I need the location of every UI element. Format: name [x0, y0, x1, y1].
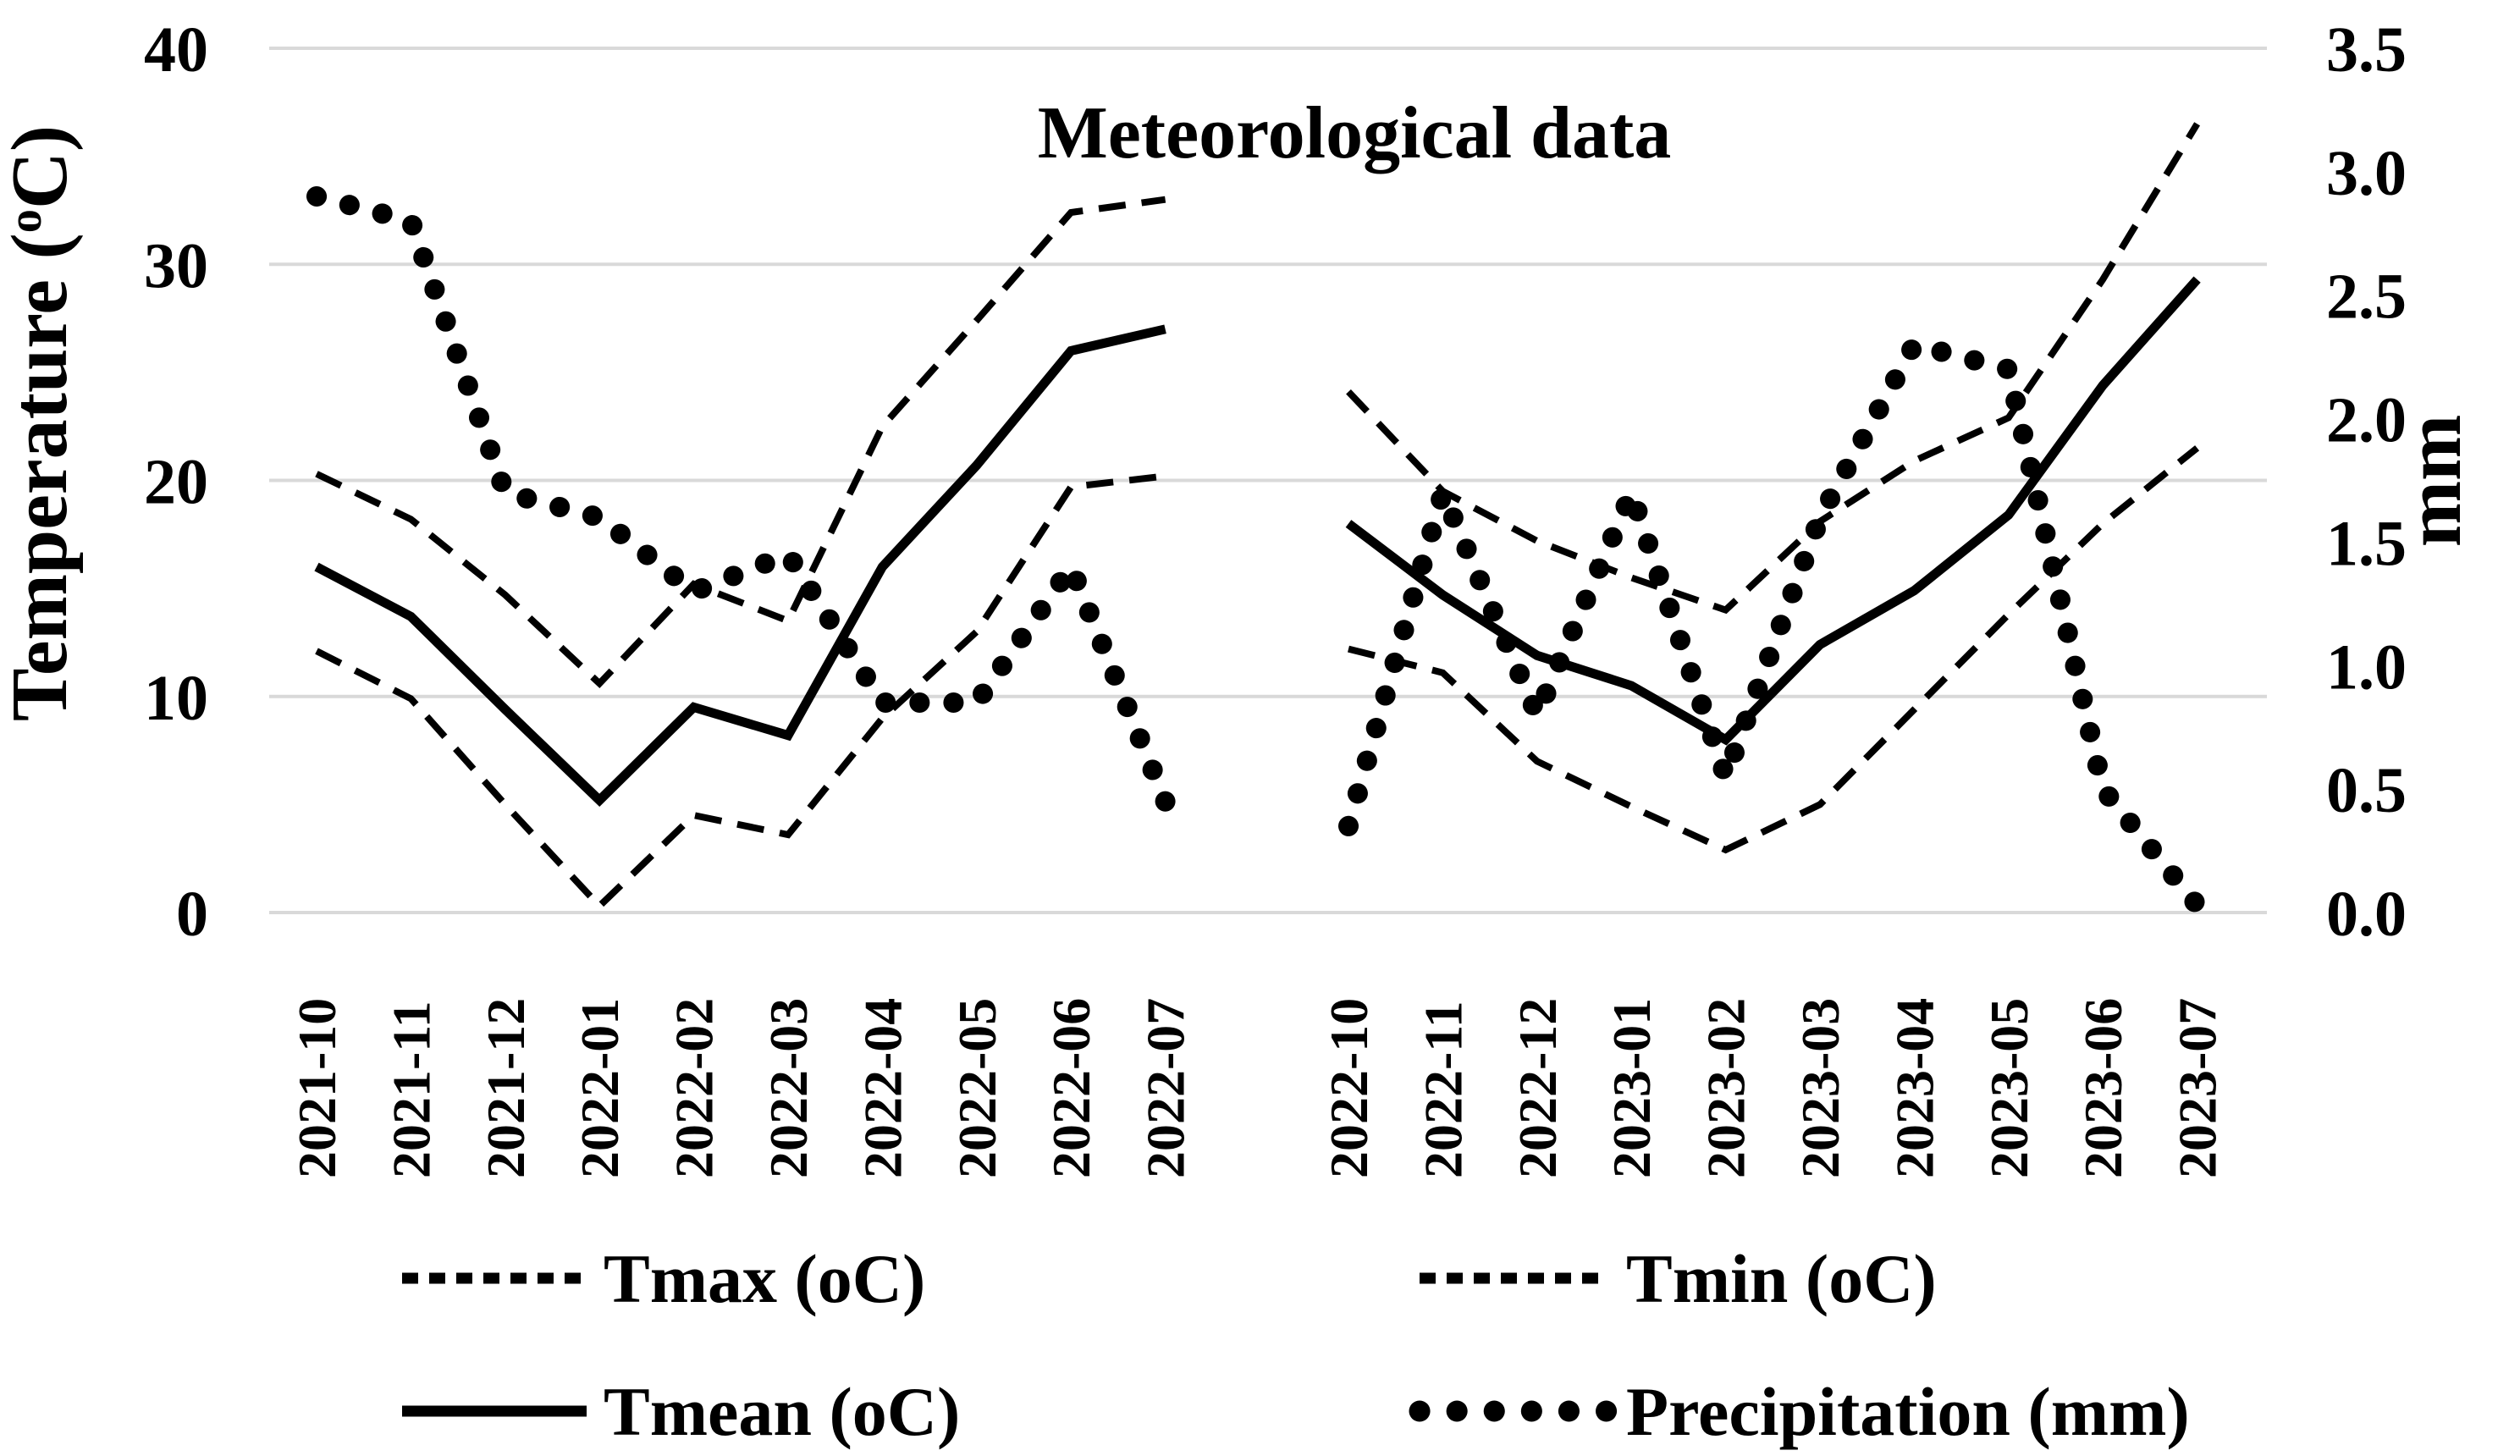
x-label-2022-12: 2022-12: [1508, 998, 1568, 1178]
right-tick-3.5: 3.5: [2326, 14, 2407, 85]
gridlines: [269, 47, 2267, 914]
x-label-2023-01: 2023-01: [1602, 998, 1662, 1178]
x-label-2023-03: 2023-03: [1790, 998, 1850, 1178]
right-tick-0.0: 0.0: [2326, 879, 2407, 950]
x-label-2023-04: 2023-04: [1884, 998, 1944, 1178]
right-tick-3.0: 3.0: [2326, 138, 2407, 209]
legend-label-tmax: Tmax (oC): [604, 1240, 925, 1317]
x-label-2022-02: 2022-02: [664, 998, 725, 1178]
precipitation-line-season1: [306, 186, 1176, 812]
x-label-2022-06: 2022-06: [1041, 998, 1101, 1178]
tmean-line-season1: [314, 324, 1166, 807]
tmax-line-season2: [1346, 122, 2201, 615]
x-axis-labels: 2021-10 2021-11 2021-12 2022-01 2022-02 2022-…: [287, 998, 2228, 1178]
x-label-2022-04: 2022-04: [852, 998, 913, 1178]
tmax-line-season1: [315, 196, 1166, 689]
right-axis-title: mm: [2390, 415, 2478, 548]
left-tick-20: 20: [144, 447, 208, 518]
x-label-2021-12: 2021-12: [476, 998, 536, 1178]
left-tick-0: 0: [176, 879, 208, 950]
x-label-2023-07: 2023-07: [2168, 998, 2228, 1178]
right-tick-2.0: 2.0: [2326, 385, 2407, 456]
right-tick-0.5: 0.5: [2326, 755, 2407, 826]
legend: Tmax (oC) Tmin (oC) Tmean (oC) Precipitatio…: [402, 1240, 2190, 1450]
left-tick-40: 40: [144, 14, 208, 85]
right-tick-2.5: 2.5: [2326, 262, 2407, 333]
x-label-2023-05: 2023-05: [1979, 998, 2039, 1178]
x-label-2022-03: 2022-03: [758, 998, 819, 1178]
x-label-2022-01: 2022-01: [570, 998, 630, 1178]
right-tick-1.0: 1.0: [2326, 631, 2407, 703]
chart-title: Meteorological data: [1038, 92, 1672, 174]
data-series: [306, 122, 2208, 916]
legend-label-precipitation: Precipitation (mm): [1626, 1373, 2190, 1450]
tmin-line-season1: [315, 472, 1166, 912]
legend-label-tmean: Tmean (oC): [604, 1373, 960, 1450]
x-label-2022-05: 2022-05: [947, 998, 1007, 1178]
legend-label-tmin: Tmin (oC): [1626, 1240, 1937, 1317]
x-label-2021-11: 2021-11: [381, 1001, 441, 1178]
precipitation-line-season2: [1338, 333, 2208, 916]
x-label-2021-10: 2021-10: [287, 998, 347, 1178]
x-label-2023-06: 2023-06: [2073, 998, 2133, 1178]
tmean-line-season2: [1345, 276, 2201, 746]
right-axis-ticks: 0.0 0.5 1.0 1.5 2.0 2.5 3.0 3.5: [2326, 14, 2407, 950]
x-label-2022-11: 2022-11: [1413, 1001, 1473, 1178]
left-tick-10: 10: [144, 663, 208, 734]
left-axis-ticks: 0 10 20 30 40: [144, 14, 208, 950]
right-tick-1.5: 1.5: [2326, 508, 2407, 579]
left-axis-title: Temperature (oC): [0, 125, 84, 721]
x-label-2022-10: 2022-10: [1319, 998, 1379, 1178]
x-label-2022-07: 2022-07: [1136, 998, 1196, 1178]
x-label-2023-02: 2023-02: [1696, 998, 1756, 1178]
left-tick-30: 30: [144, 230, 208, 301]
